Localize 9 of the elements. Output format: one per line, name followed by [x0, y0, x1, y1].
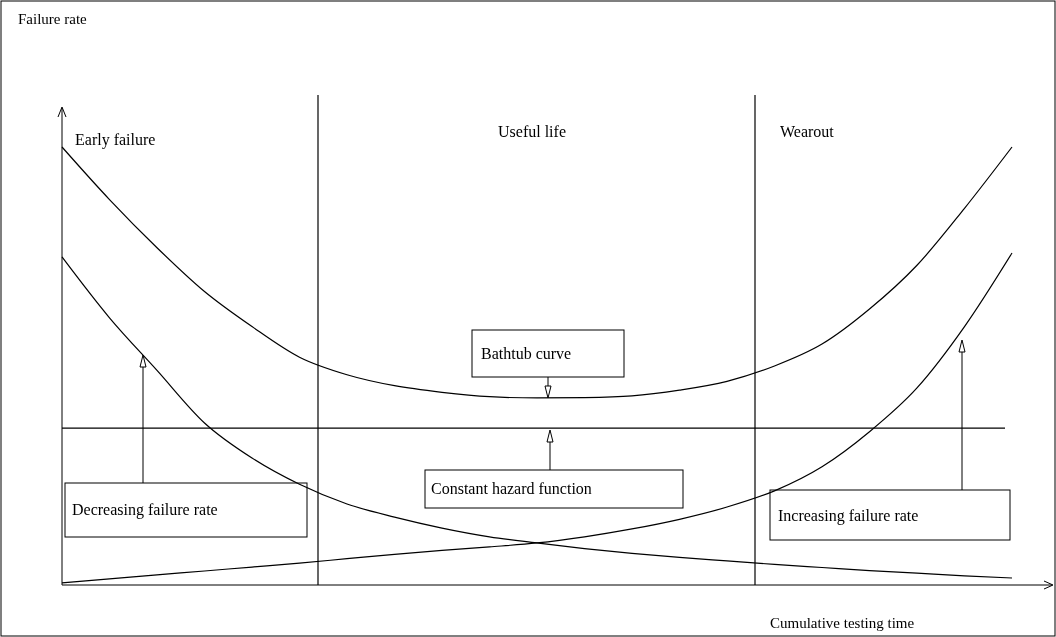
annotation: Decreasing failure rate	[72, 501, 218, 519]
annotation: Early failure	[75, 131, 156, 149]
text: Failure rate	[18, 11, 88, 27]
text: Useful life	[498, 123, 566, 140]
annotation: Bathtub curve	[481, 345, 572, 362]
text: Wearout	[780, 123, 835, 140]
annotation: Increasing failure rate	[778, 507, 919, 525]
annotation: Constant hazard function	[431, 480, 592, 497]
x-axis-title: Cumulative testing time	[770, 615, 915, 631]
